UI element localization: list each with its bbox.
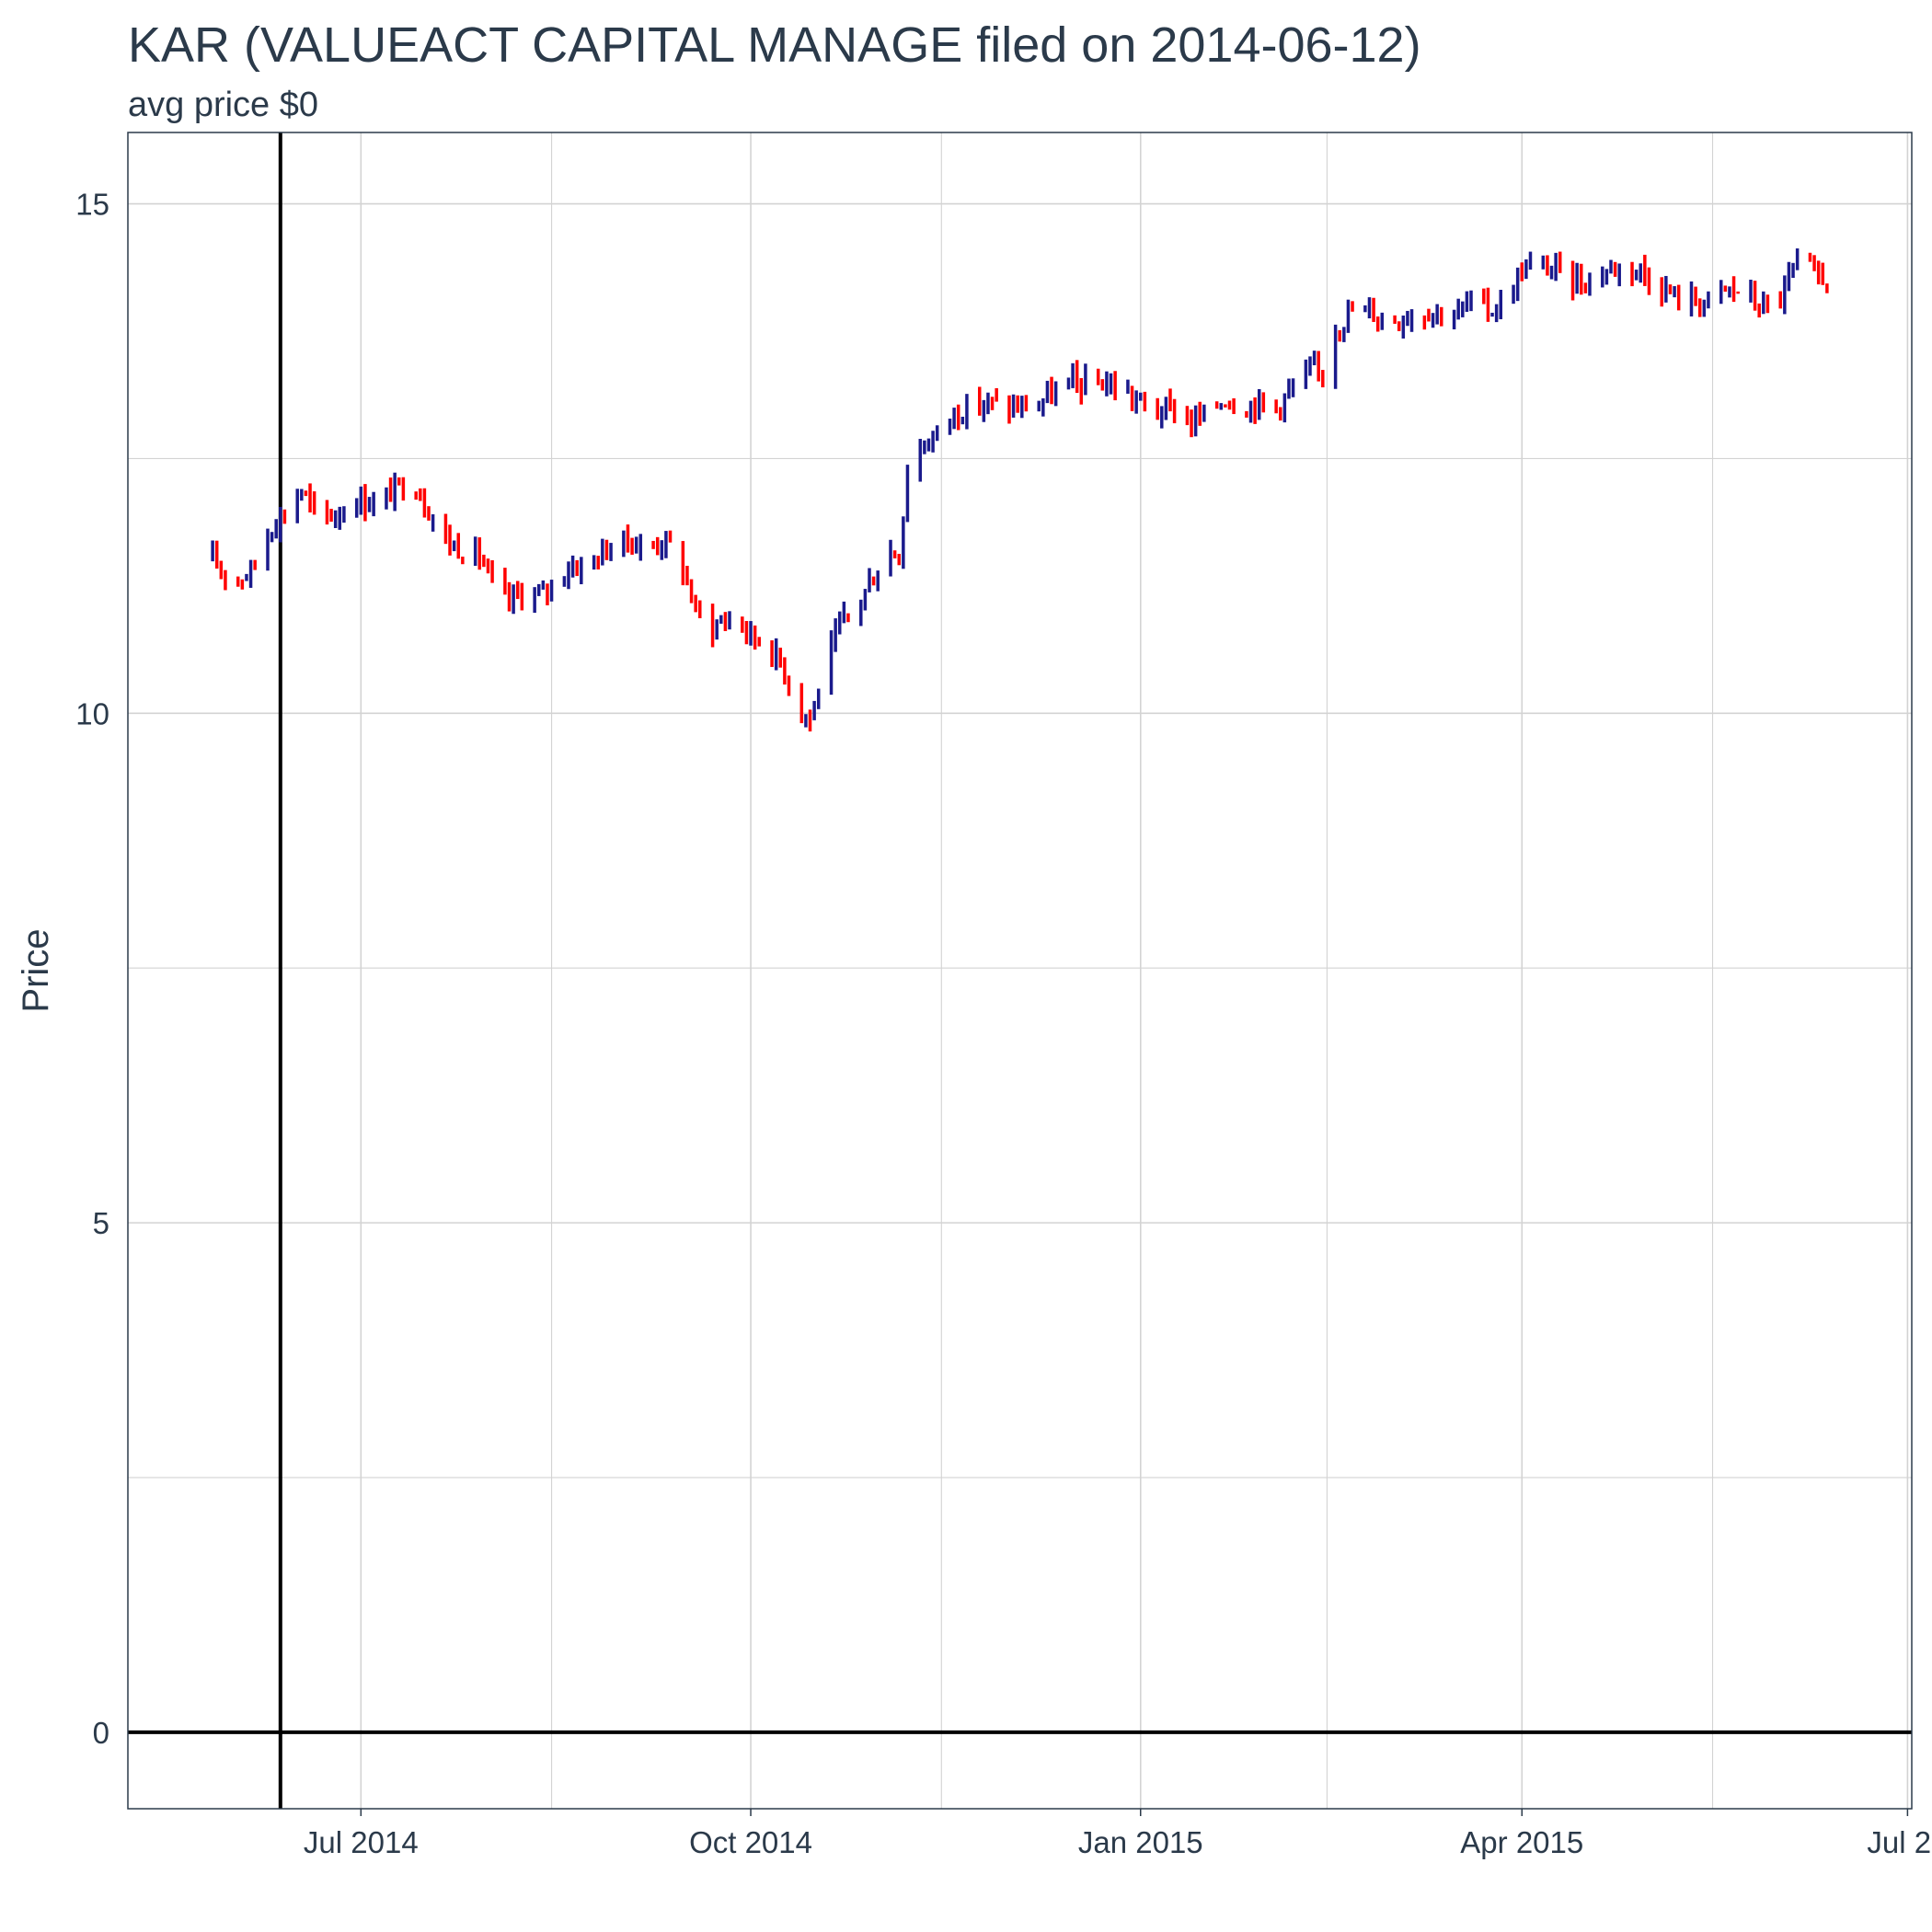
x-axis-ticks: Jul 2014 Oct 2014 Jan 2015 Apr 2015 Jul 20: [304, 1809, 1932, 1859]
y-axis-label: Price: [16, 928, 56, 1012]
grid-lines: [128, 132, 1912, 1809]
x-tick-label: Jul 20: [1867, 1825, 1932, 1859]
plot-panel-border: [127, 132, 1913, 1810]
y-tick-label: 0: [93, 1716, 109, 1750]
chart-title: KAR (VALUEACT CAPITAL MANAGE filed on 20…: [128, 17, 1421, 73]
y-tick-label: 15: [75, 188, 109, 222]
y-tick-label: 5: [93, 1206, 109, 1240]
x-tick-label: Jul 2014: [304, 1825, 419, 1859]
y-tick-label: 10: [75, 696, 109, 730]
x-tick-label: Apr 2015: [1460, 1825, 1583, 1859]
x-tick-label: Oct 2014: [689, 1825, 812, 1859]
chart-subtitle: avg price $0: [128, 86, 318, 124]
reference-lines: [128, 132, 1912, 1809]
y-axis-ticks: 0 5 10 15: [75, 188, 109, 1750]
x-tick-label: Jan 2015: [1078, 1825, 1203, 1859]
ohlc-bars: [211, 248, 1829, 732]
